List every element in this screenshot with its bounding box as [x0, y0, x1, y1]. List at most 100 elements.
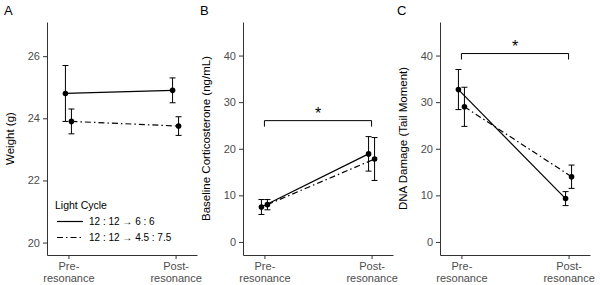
series-line — [71, 121, 178, 126]
x-tick-label: Pre-resonance — [239, 260, 290, 285]
plot-marks — [62, 65, 181, 135]
point — [456, 87, 462, 93]
y-axis-line — [243, 23, 244, 256]
y-tick: 22 — [28, 174, 47, 186]
legend: Light Cycle12 : 12 → 6 : 612 : 12 → 4.5 … — [55, 199, 172, 243]
y-tick: 24 — [28, 112, 47, 124]
error-bar-cap — [366, 171, 372, 172]
error-bar-cap — [569, 165, 575, 166]
y-tick-label: 30 — [224, 96, 236, 108]
y-tick-mark — [43, 56, 47, 57]
series-line — [458, 90, 565, 199]
error-bar-cap — [563, 191, 569, 192]
point — [176, 123, 182, 129]
y-tick-mark — [239, 102, 243, 103]
error-bar-cap — [372, 137, 378, 138]
y-tick-label: 0 — [427, 236, 433, 248]
error-bar-cap — [68, 133, 74, 134]
x-tick-label-line: Post- — [359, 260, 385, 272]
error-bar-cap — [264, 209, 270, 210]
x-tick-mark — [68, 255, 69, 259]
x-tick-label-line: Post- — [163, 260, 189, 272]
y-tick: 26 — [28, 50, 47, 62]
x-tick: Post-resonance — [150, 255, 201, 284]
series-line — [261, 154, 368, 207]
y-tick-mark — [239, 242, 243, 243]
y-tick-mark — [436, 195, 440, 196]
y-axis-line — [440, 23, 441, 256]
y-tick-label: 0 — [230, 236, 236, 248]
y-tick-label: 10 — [421, 189, 433, 201]
x-tick-mark — [461, 255, 462, 259]
point — [170, 88, 176, 94]
error-bar-cap — [461, 126, 467, 127]
y-tick: 30 — [421, 96, 440, 108]
y-axis-title: DNA Damage (Tail Moment) — [397, 67, 409, 210]
error-bar-cap — [68, 108, 74, 109]
error-bar-cap — [455, 69, 461, 70]
panel: 010203040Pre-resonancePost-resonanceBase… — [200, 3, 398, 284]
error-bar-cap — [563, 205, 569, 206]
legend-label: 12 : 12 → 6 : 6 — [89, 216, 155, 227]
error-bar-cap — [176, 135, 182, 136]
x-tick-label-line: Pre- — [255, 260, 276, 272]
point — [372, 156, 378, 162]
x-tick-mark — [569, 255, 570, 259]
y-axis-title: Weight (g) — [4, 112, 16, 165]
point — [69, 119, 75, 125]
error-bar-cap — [366, 136, 372, 137]
x-axis: Pre-resonancePost-resonance — [43, 255, 202, 284]
x-axis-line — [48, 255, 198, 256]
point — [563, 196, 569, 202]
y-tick-label: 24 — [28, 112, 40, 124]
y-tick-mark — [43, 180, 47, 181]
x-tick-label: Post-resonance — [543, 260, 594, 285]
error-bar-cap — [258, 214, 264, 215]
x-tick-label: Post-resonance — [150, 260, 201, 285]
y-tick: 0 — [230, 236, 243, 248]
x-tick-label-line: resonance — [43, 272, 94, 284]
point — [569, 174, 575, 180]
y-tick: 0 — [427, 236, 440, 248]
y-tick-label: 10 — [224, 189, 236, 201]
x-tick-label-line: resonance — [239, 272, 290, 284]
y-tick: 10 — [224, 189, 243, 201]
point — [63, 91, 69, 97]
y-tick-mark — [239, 56, 243, 57]
panel-title: B — [200, 3, 209, 18]
y-tick-label: 20 — [28, 237, 40, 249]
y-tick-label: 40 — [421, 50, 433, 62]
error-bar-cap — [258, 199, 264, 200]
panel: 010203040Pre-resonancePost-resonanceDNA … — [397, 3, 595, 284]
x-tick: Post-resonance — [543, 255, 594, 284]
point — [259, 204, 265, 210]
x-tick-mark — [176, 255, 177, 259]
point — [462, 104, 468, 110]
x-tick-label-line: resonance — [543, 272, 594, 284]
y-tick: 10 — [421, 189, 440, 201]
y-tick: 20 — [28, 237, 47, 249]
y-tick: 20 — [224, 143, 243, 155]
x-tick: Pre-resonance — [239, 255, 290, 284]
error-bar-cap — [62, 121, 68, 122]
x-axis-line — [244, 255, 394, 256]
error-bar-cap — [170, 77, 176, 78]
error-bar-cap — [264, 199, 270, 200]
y-tick-label: 40 — [224, 50, 236, 62]
x-axis-line — [441, 255, 591, 256]
error-bar-cap — [372, 180, 378, 181]
x-tick-mark — [264, 255, 265, 259]
x-tick-label: Pre-resonance — [436, 260, 487, 285]
x-axis: Pre-resonancePost-resonance — [239, 255, 398, 284]
x-tick-label-line: resonance — [150, 272, 201, 284]
significance-label: * — [512, 38, 518, 55]
series-line — [464, 107, 571, 177]
legend-title: Light Cycle — [55, 199, 107, 211]
x-tick-mark — [372, 255, 373, 259]
error-bar-cap — [455, 109, 461, 110]
point — [366, 151, 372, 157]
x-tick: Post-resonance — [346, 255, 397, 284]
y-tick: 40 — [421, 50, 440, 62]
x-tick-label-line: resonance — [346, 272, 397, 284]
y-tick-label: 22 — [28, 174, 40, 186]
